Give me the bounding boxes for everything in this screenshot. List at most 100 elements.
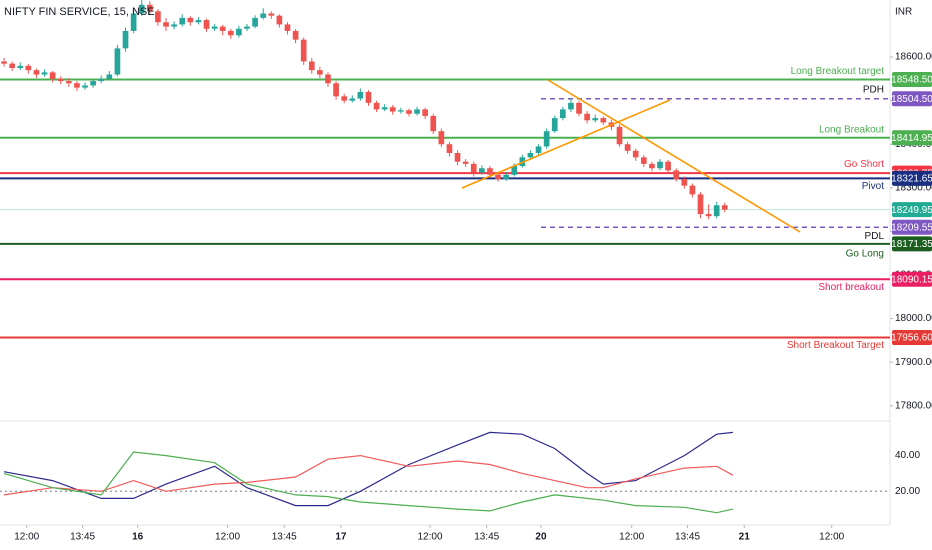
candle-body (592, 118, 599, 121)
candle-body (300, 39, 307, 62)
y-tick-label: 18600.00 (895, 52, 932, 63)
candle-body (568, 102, 574, 110)
candle-body (236, 28, 242, 36)
candle-body (252, 17, 258, 27)
candle-body (422, 109, 428, 116)
currency: INR (895, 7, 912, 18)
candle-body (527, 152, 534, 158)
candle-body (146, 4, 153, 12)
candle-body (681, 179, 688, 186)
level-label: Long Breakout (819, 124, 884, 135)
candle-body (721, 205, 728, 210)
trend-line (547, 79, 801, 233)
candle-body (600, 118, 607, 123)
candle-body (438, 131, 445, 145)
levels: Long Breakout target PDH Long Breakout Go S… (0, 66, 890, 351)
candle-body (33, 70, 40, 75)
candle-body (179, 17, 186, 25)
price-badge-label: 17956.60 (891, 333, 932, 344)
candle-body (171, 24, 177, 27)
candle-body (665, 161, 671, 171)
y-tick-label: 17800.00 (895, 400, 932, 411)
candle-body (57, 78, 64, 82)
price-badge-label: 18321.65 (891, 174, 932, 185)
x-tick-label: 12:00 (14, 532, 39, 543)
candle-body (406, 110, 412, 114)
candle-body (713, 205, 720, 217)
level-label: Long Breakout target (791, 66, 885, 77)
candle-body (17, 65, 24, 68)
price-badge-label: 18171.35 (891, 239, 932, 250)
price-badge (892, 236, 932, 252)
candle-body (130, 13, 137, 31)
price-badge (892, 219, 932, 235)
candle-body (122, 30, 129, 49)
candle-body (624, 144, 631, 151)
price-badge-label: 18414.95 (891, 133, 932, 144)
candle-body (66, 81, 72, 84)
candle-body (155, 11, 161, 23)
candle-body (479, 168, 485, 173)
x-tick-label: 12:00 (215, 532, 240, 543)
price-badge-label: 18209.55 (891, 222, 932, 233)
candle-body (616, 126, 623, 145)
price-badge (892, 170, 932, 186)
candle-body (430, 115, 437, 132)
candle-body (576, 102, 582, 114)
candle-body (82, 85, 88, 88)
x-tick-label: 13:45 (675, 532, 700, 543)
price-badge-label: 18249.95 (891, 205, 932, 216)
candle-body (138, 4, 145, 14)
level-label: PDH (863, 84, 884, 95)
level-label: PDL (865, 231, 885, 242)
candle-body (454, 152, 461, 162)
level-label: Go Short (844, 159, 884, 170)
candle-body (163, 22, 169, 27)
indicator-line (3, 454, 734, 496)
chart-title: NIFTY FIN SERVICE, 15, NSE (4, 6, 155, 18)
x-tick-label: 13:45 (70, 532, 95, 543)
candle-body (1, 61, 7, 64)
candle-body (446, 144, 453, 153)
candle-body (244, 26, 250, 29)
candle-body (114, 48, 121, 75)
indicator-line (3, 451, 734, 514)
price-badge (892, 72, 932, 88)
candle-body (462, 161, 469, 164)
candle-body (414, 109, 420, 114)
candles (1, 0, 728, 220)
candle-body (470, 163, 477, 173)
candle-body (381, 107, 388, 110)
candle-body (559, 109, 566, 119)
x-tick-label: 12:00 (619, 532, 644, 543)
indicator (0, 431, 890, 514)
candle-body (211, 26, 218, 29)
candle-body (657, 161, 663, 169)
candle-body (9, 63, 15, 68)
candle-body (333, 83, 339, 97)
x-tick-label: 16 (132, 532, 144, 543)
candle-body (219, 26, 226, 31)
candle-body (535, 146, 542, 153)
price-badge-label: 18090.15 (891, 274, 932, 285)
x-tick-label: 21 (739, 532, 751, 543)
candle-body (325, 74, 331, 84)
candle-body (49, 72, 56, 79)
candle-body (106, 74, 113, 79)
candle-body (308, 61, 315, 71)
candle-body (649, 163, 655, 169)
candle-body (195, 20, 202, 23)
candle-body (487, 168, 493, 175)
candle-body (705, 213, 712, 217)
candle-body (227, 30, 234, 36)
price-badge (892, 130, 932, 146)
candle-body (276, 15, 283, 25)
candle-body (373, 102, 380, 110)
y-tick-label: 18300.00 (895, 182, 932, 193)
candle-body (41, 72, 48, 75)
price-badge-label: 18504.50 (891, 94, 932, 105)
candle-body (90, 81, 96, 86)
candle-body (503, 174, 509, 180)
